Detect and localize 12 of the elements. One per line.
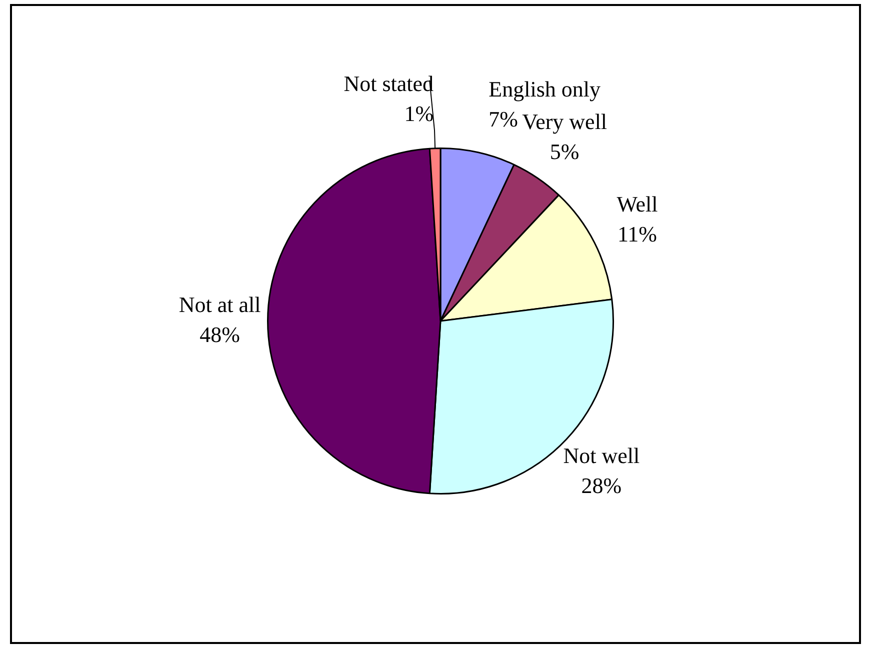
slice-label: Not well [563,442,640,468]
data-label: 28% [581,472,622,498]
data-label: 7% [488,106,518,132]
slice-label: Not stated [344,71,434,96]
slice-label: Well [616,192,658,217]
data-label: 5% [550,139,580,164]
data-label: 1% [404,101,434,126]
slice-label: Very well [522,109,608,134]
data-label: 11% [617,222,657,247]
data-label: 48% [200,322,240,347]
slice-label: English only [488,76,600,102]
slice-label: Not at all [178,292,261,317]
